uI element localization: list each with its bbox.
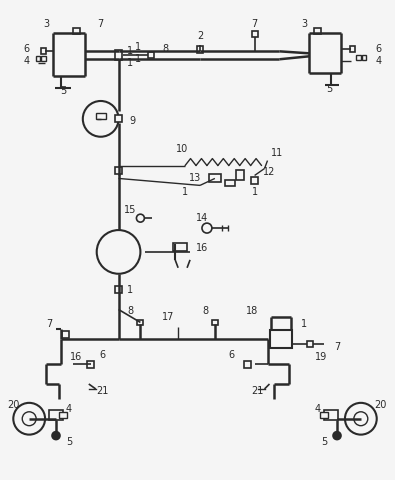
Bar (62, 331, 70, 338)
Bar (271, 330, 292, 348)
Text: 4: 4 (314, 404, 320, 414)
Text: 15: 15 (124, 205, 137, 215)
Text: 1: 1 (135, 42, 141, 52)
Text: 9: 9 (130, 116, 135, 126)
Bar (212, 320, 218, 325)
Text: 5: 5 (326, 84, 332, 94)
Text: 19: 19 (315, 352, 327, 362)
Text: 14: 14 (196, 213, 208, 223)
Bar (225, 180, 235, 186)
Circle shape (333, 432, 341, 440)
Bar (314, 28, 321, 35)
Text: 5: 5 (321, 437, 327, 446)
Circle shape (52, 432, 60, 440)
Text: 1: 1 (128, 47, 134, 56)
Text: 8: 8 (128, 307, 134, 316)
Text: 16: 16 (70, 352, 82, 362)
Text: 7: 7 (98, 19, 104, 28)
Bar (149, 52, 154, 58)
Text: 3: 3 (301, 19, 307, 28)
Bar (115, 286, 122, 293)
Bar (320, 412, 328, 418)
Bar (362, 55, 366, 60)
Bar (49, 410, 63, 420)
Text: 3: 3 (43, 19, 49, 28)
Bar (356, 55, 361, 60)
Text: 10: 10 (176, 144, 188, 154)
Circle shape (97, 230, 140, 274)
Text: 8: 8 (202, 307, 208, 316)
Bar (251, 177, 258, 184)
Bar (36, 56, 40, 61)
Text: 2: 2 (197, 32, 203, 41)
Text: 1: 1 (135, 54, 141, 64)
Bar (96, 113, 105, 119)
Bar (244, 360, 251, 368)
Circle shape (345, 403, 377, 434)
Text: 6: 6 (23, 44, 29, 54)
Text: 6: 6 (100, 350, 106, 360)
Text: 1: 1 (128, 285, 134, 295)
Text: 17: 17 (162, 312, 175, 323)
Text: 4: 4 (23, 56, 29, 66)
Text: 1: 1 (301, 319, 307, 329)
Circle shape (354, 412, 368, 426)
Bar (236, 170, 244, 180)
Circle shape (136, 214, 145, 222)
Text: 4: 4 (66, 404, 72, 414)
Text: 11: 11 (271, 148, 284, 157)
Bar (196, 46, 203, 53)
Text: 20: 20 (374, 400, 387, 410)
Circle shape (22, 412, 36, 426)
Text: 7: 7 (46, 319, 52, 329)
Bar (324, 410, 338, 420)
Bar (73, 28, 80, 35)
Text: 20: 20 (7, 400, 19, 410)
Text: 1: 1 (252, 187, 258, 197)
Bar (41, 48, 45, 54)
Text: 7: 7 (252, 19, 258, 28)
Circle shape (202, 223, 212, 233)
Circle shape (13, 403, 45, 434)
Text: 12: 12 (263, 168, 276, 178)
Bar (209, 174, 221, 182)
Bar (115, 50, 122, 60)
Text: 1: 1 (182, 187, 188, 197)
Circle shape (83, 101, 118, 137)
Text: 13: 13 (189, 173, 201, 183)
Text: 6: 6 (376, 44, 382, 54)
Bar (350, 47, 356, 52)
Text: 6: 6 (229, 350, 235, 360)
Text: 7: 7 (334, 342, 340, 352)
Text: 5: 5 (66, 437, 72, 446)
Bar (115, 167, 122, 174)
Bar (87, 360, 94, 368)
Bar (252, 32, 258, 37)
Text: 21: 21 (251, 386, 264, 396)
Text: 1: 1 (128, 58, 134, 68)
Bar (173, 243, 187, 251)
Text: 18: 18 (245, 307, 258, 316)
Text: 16: 16 (196, 243, 208, 253)
Bar (307, 341, 313, 347)
Bar (115, 115, 122, 122)
Bar (59, 412, 67, 418)
Bar (41, 56, 45, 61)
Text: 8: 8 (162, 44, 168, 54)
Bar (137, 320, 143, 325)
Text: 5: 5 (60, 86, 66, 96)
Text: 4: 4 (376, 56, 382, 66)
Text: 21: 21 (96, 386, 109, 396)
